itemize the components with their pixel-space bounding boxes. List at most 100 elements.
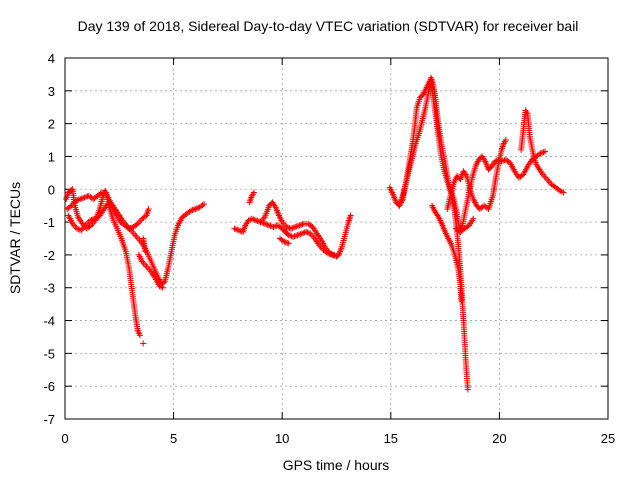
data-point-marker [299,221,306,228]
y-tick-label: -7 [43,412,55,427]
data-point-marker [555,186,562,193]
data-point-marker [190,206,197,213]
data-point-marker [77,196,84,203]
data-point-marker [76,226,83,233]
y-tick-label: 2 [48,117,55,132]
data-point-marker [326,250,333,257]
data-point-marker [86,223,93,230]
data-point-marker [92,215,99,222]
data-point-marker [105,201,112,208]
data-point-marker [68,187,75,194]
data-point-marker [501,157,508,164]
data-point-marker [256,218,263,225]
data-point-marker [537,150,544,157]
data-point-marker [295,222,302,229]
x-axis-label: GPS time / hours [283,457,390,473]
data-point-marker [291,233,298,240]
y-tick-label: 1 [48,149,55,164]
data-point-marker [464,386,471,393]
data-point-marker [542,148,549,155]
data-point-marker [287,232,294,239]
data-point-marker [284,239,291,246]
data-point-marker [237,227,244,234]
data-point-marker [270,224,277,231]
data-point-marker [287,225,294,232]
data-point-marker [72,197,79,204]
y-tick-label: -6 [43,379,55,394]
data-point-marker [73,225,80,232]
data-point-marker [98,189,105,196]
data-point-marker [347,212,354,219]
y-tick-label: -2 [43,248,55,263]
y-tick-label: -1 [43,215,55,230]
y-tick-label: 0 [48,182,55,197]
data-point-marker [201,201,208,208]
data-point-marker [329,251,336,258]
data-point-marker [292,232,299,239]
data-point-marker [89,216,96,223]
data-point-marker [539,149,546,156]
data-point-marker [248,215,255,222]
plot-frame [64,57,609,420]
y-tick-label: 3 [48,84,55,99]
data-point-marker [295,231,302,238]
data-point-marker [88,216,95,223]
data-point-marker [254,217,261,224]
x-tick-label: 20 [492,431,506,446]
data-point-marker [470,215,477,222]
data-point-marker [266,222,273,229]
y-tick-label: -4 [43,314,55,329]
data-point-marker [294,232,301,239]
data-point-marker [232,226,239,233]
data-point-marker [560,189,567,196]
data-point-marker [250,216,257,223]
data-point-marker [74,197,81,204]
data-point-marker [127,225,134,232]
data-point-marker [75,226,82,233]
data-point-marker [293,223,300,230]
data-point-marker [285,232,292,239]
data-point-marker [502,137,509,144]
data-point-marker [298,230,305,237]
chart-title: Day 139 of 2018, Sidereal Day-to-day VTE… [78,18,579,34]
data-point-marker [231,225,238,232]
y-axis-label: SDTVAR / TECUs [7,182,23,294]
data-point-marker [192,205,199,212]
data-point-marker [140,340,147,347]
data-point-marker [290,224,297,231]
data-point-marker [283,224,290,231]
data-point-marker [264,221,271,228]
data-point-marker [331,251,338,258]
data-point-marker [187,207,194,214]
data-point-marker [251,216,258,223]
data-point-marker [285,240,292,247]
data-point-marker [296,222,303,229]
data-point-marker [304,229,311,236]
data-point-marker [282,239,289,246]
data-point-marker [126,225,133,232]
data-point-marker [189,207,196,214]
data-point-marker [133,221,140,228]
data-point-marker [100,190,107,197]
data-point-marker [281,238,288,245]
data-point-marker [253,217,260,224]
x-tick-label: 0 [61,431,68,446]
data-point-marker [136,332,143,339]
data-point-marker [540,149,547,156]
data-point-marker [250,189,257,196]
data-point-marker [104,201,111,208]
data-point-marker [193,205,200,212]
y-tick-label: -3 [43,281,55,296]
data-point-marker [298,221,305,228]
x-tick-label: 5 [170,431,177,446]
y-tick-label: -5 [43,346,55,361]
x-tick-label: 25 [601,431,615,446]
data-point-marker [458,297,465,304]
data-markers [63,74,567,393]
data-point-marker [78,195,85,202]
data-point-marker [284,224,291,231]
data-point-marker [142,248,149,255]
data-point-marker [290,233,297,240]
data-point-marker [303,228,310,235]
